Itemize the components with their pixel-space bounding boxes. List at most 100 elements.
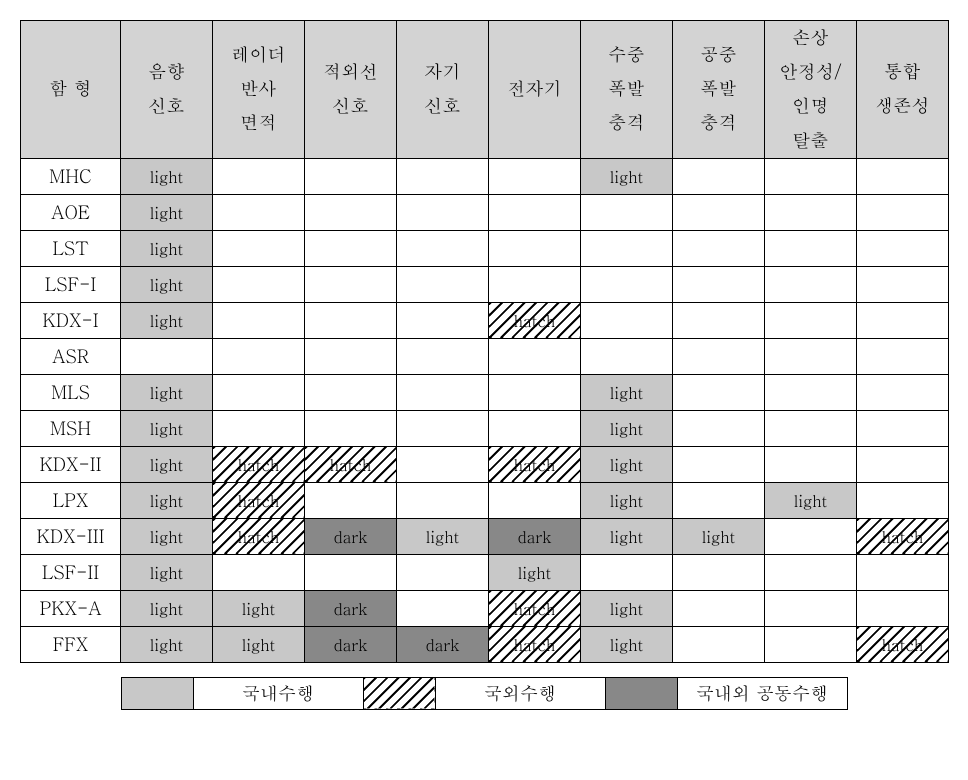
matrix-cell bbox=[397, 158, 489, 194]
matrix-cell: light bbox=[581, 158, 673, 194]
matrix-cell bbox=[305, 410, 397, 446]
matrix-cell: hatch bbox=[489, 590, 581, 626]
matrix-cell bbox=[489, 158, 581, 194]
row-label: LST bbox=[21, 230, 121, 266]
matrix-cell: light bbox=[581, 590, 673, 626]
matrix-cell: light bbox=[213, 590, 305, 626]
matrix-cell: hatch bbox=[489, 302, 581, 338]
matrix-cell bbox=[213, 338, 305, 374]
matrix-cell: light bbox=[673, 518, 765, 554]
table-row: LSF-IIlightlight bbox=[21, 554, 949, 590]
table-row: KDX-IIlighthatchhatchhatchlight bbox=[21, 446, 949, 482]
matrix-cell bbox=[213, 158, 305, 194]
matrix-cell bbox=[213, 266, 305, 302]
matrix-cell bbox=[673, 446, 765, 482]
matrix-cell bbox=[213, 374, 305, 410]
matrix-cell: light bbox=[581, 410, 673, 446]
matrix-cell bbox=[581, 554, 673, 590]
legend-label: 국내외 공동수행 bbox=[677, 677, 847, 709]
matrix-cell: light bbox=[121, 374, 213, 410]
matrix-cell bbox=[765, 374, 857, 410]
row-label: MSH bbox=[21, 410, 121, 446]
matrix-cell bbox=[581, 338, 673, 374]
matrix-cell bbox=[213, 302, 305, 338]
matrix-cell bbox=[213, 554, 305, 590]
matrix-cell: hatch bbox=[213, 482, 305, 518]
row-label: AOE bbox=[21, 194, 121, 230]
matrix-cell bbox=[765, 230, 857, 266]
row-label: LPX bbox=[21, 482, 121, 518]
table-row: KDX-Ilighthatch bbox=[21, 302, 949, 338]
matrix-cell bbox=[673, 194, 765, 230]
matrix-cell bbox=[673, 302, 765, 338]
matrix-cell bbox=[489, 230, 581, 266]
matrix-cell bbox=[673, 554, 765, 590]
column-header: 전자기 bbox=[489, 21, 581, 159]
column-header: 공중폭발충격 bbox=[673, 21, 765, 159]
matrix-cell bbox=[857, 158, 949, 194]
matrix-cell bbox=[489, 266, 581, 302]
row-label: ASR bbox=[21, 338, 121, 374]
matrix-cell bbox=[765, 194, 857, 230]
matrix-cell bbox=[397, 230, 489, 266]
matrix-cell: light bbox=[581, 446, 673, 482]
matrix-cell bbox=[673, 482, 765, 518]
matrix-cell bbox=[397, 338, 489, 374]
row-label: KDX-II bbox=[21, 446, 121, 482]
matrix-cell: light bbox=[397, 518, 489, 554]
matrix-cell bbox=[857, 410, 949, 446]
column-header: 수중폭발충격 bbox=[581, 21, 673, 159]
matrix-cell bbox=[489, 410, 581, 446]
matrix-cell bbox=[397, 374, 489, 410]
matrix-cell: hatch bbox=[213, 518, 305, 554]
matrix-cell bbox=[305, 374, 397, 410]
matrix-cell: light bbox=[581, 518, 673, 554]
matrix-cell: dark bbox=[397, 626, 489, 662]
matrix-cell bbox=[305, 554, 397, 590]
matrix-cell bbox=[397, 194, 489, 230]
table-row: MLSlightlight bbox=[21, 374, 949, 410]
matrix-cell bbox=[581, 266, 673, 302]
matrix-cell bbox=[397, 302, 489, 338]
matrix-cell bbox=[581, 302, 673, 338]
matrix-cell bbox=[305, 302, 397, 338]
legend-label: 국내수행 bbox=[193, 677, 363, 709]
row-label: KDX-III bbox=[21, 518, 121, 554]
matrix-cell: dark bbox=[305, 518, 397, 554]
legend: 국내수행 국외수행 국내외 공동수행 bbox=[121, 677, 848, 710]
matrix-cell: light bbox=[121, 410, 213, 446]
matrix-cell bbox=[305, 158, 397, 194]
matrix-cell bbox=[765, 158, 857, 194]
matrix-cell: hatch bbox=[489, 446, 581, 482]
legend-label: 국외수행 bbox=[435, 677, 605, 709]
column-header: 통합생존성 bbox=[857, 21, 949, 159]
matrix-cell bbox=[489, 194, 581, 230]
matrix-cell bbox=[673, 338, 765, 374]
matrix-cell bbox=[857, 374, 949, 410]
legend-swatch bbox=[605, 677, 677, 709]
matrix-cell: light bbox=[121, 230, 213, 266]
matrix-cell bbox=[857, 482, 949, 518]
table-row: MSHlightlight bbox=[21, 410, 949, 446]
matrix-cell bbox=[765, 554, 857, 590]
column-header: 적외선신호 bbox=[305, 21, 397, 159]
table-row: LSF-Ilight bbox=[21, 266, 949, 302]
matrix-cell: light bbox=[765, 482, 857, 518]
matrix-cell bbox=[305, 194, 397, 230]
matrix-cell: dark bbox=[305, 590, 397, 626]
table-row: LPXlighthatchlightlight bbox=[21, 482, 949, 518]
column-header: 손상안정성/인명탈출 bbox=[765, 21, 857, 159]
matrix-cell bbox=[213, 410, 305, 446]
matrix-cell bbox=[397, 446, 489, 482]
matrix-cell bbox=[765, 518, 857, 554]
matrix-cell bbox=[397, 410, 489, 446]
matrix-cell bbox=[857, 590, 949, 626]
matrix-cell: dark bbox=[305, 626, 397, 662]
row-label: FFX bbox=[21, 626, 121, 662]
row-label: KDX-I bbox=[21, 302, 121, 338]
matrix-cell bbox=[765, 446, 857, 482]
matrix-cell bbox=[397, 266, 489, 302]
row-label: LSF-II bbox=[21, 554, 121, 590]
matrix-cell bbox=[673, 374, 765, 410]
matrix-cell: light bbox=[121, 446, 213, 482]
